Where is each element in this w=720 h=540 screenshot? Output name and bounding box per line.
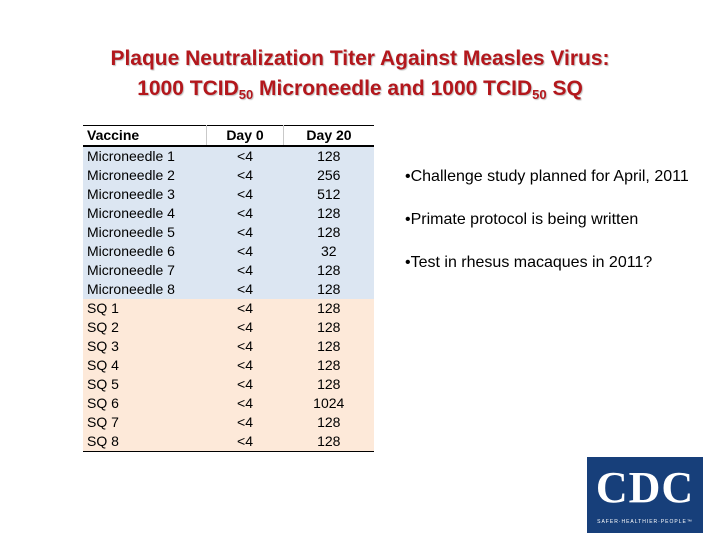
- table-row: Microneedle 7 <4 128: [83, 261, 374, 280]
- cell-day-20: 128: [283, 299, 374, 318]
- cell-day-20: 128: [283, 146, 374, 166]
- cell-day-0: <4: [206, 146, 284, 166]
- cdc-logo-tagline: SAFER·HEALTHIER·PEOPLE™: [597, 519, 693, 525]
- table-row: SQ 3 <4 128: [83, 337, 374, 356]
- cell-vaccine: Microneedle 7: [83, 261, 207, 280]
- cell-day-20: 128: [283, 375, 374, 394]
- cell-day-0: <4: [206, 261, 284, 280]
- cell-day-20: 32: [283, 242, 374, 261]
- table-row: SQ 7 <4 128: [83, 413, 374, 432]
- bullet-item: •Primate protocol is being written: [405, 211, 639, 228]
- slide-title: Plaque Neutralization Titer Against Meas…: [0, 44, 720, 104]
- cell-day-0: <4: [206, 299, 284, 318]
- title-subscript-1: 50: [238, 87, 254, 102]
- cell-day-20: 128: [283, 318, 374, 337]
- cell-vaccine: Microneedle 1: [83, 146, 207, 166]
- cell-day-20: 128: [283, 223, 374, 242]
- table-row: SQ 8 <4 128: [83, 432, 374, 452]
- bullet-list: •Challenge study planned for April, 2011…: [405, 166, 705, 295]
- cell-day-20: 128: [283, 432, 374, 452]
- cell-day-20: 128: [283, 413, 374, 432]
- table-header-row: Vaccine Day 0 Day 20: [83, 125, 374, 146]
- table-row: Microneedle 1 <4 128: [83, 146, 374, 166]
- cell-day-0: <4: [206, 204, 284, 223]
- bullet-item: •Test in rhesus macaques in 2011?: [405, 254, 653, 271]
- title-line-2: 1000 TCID50 Microneedle and 1000 TCID50 …: [0, 74, 720, 104]
- cell-day-0: <4: [206, 185, 284, 204]
- cell-day-0: <4: [206, 318, 284, 337]
- cell-day-0: <4: [206, 413, 284, 432]
- cell-day-20: 128: [283, 337, 374, 356]
- title-line-1: Plaque Neutralization Titer Against Meas…: [110, 47, 610, 70]
- header-vaccine: Vaccine: [83, 125, 207, 146]
- cell-day-0: <4: [206, 280, 284, 299]
- cell-day-20: 128: [283, 280, 374, 299]
- cell-vaccine: SQ 2: [83, 318, 207, 337]
- cell-vaccine: SQ 1: [83, 299, 207, 318]
- cdc-logo-text: CDC: [595, 463, 695, 512]
- title-subscript-2: 50: [532, 87, 547, 102]
- title-text-3: SQ: [546, 77, 583, 100]
- table-row: Microneedle 8 <4 128: [83, 280, 374, 299]
- cell-day-0: <4: [206, 375, 284, 394]
- cell-day-0: <4: [206, 337, 284, 356]
- cell-vaccine: Microneedle 6: [83, 242, 207, 261]
- titer-table: Vaccine Day 0 Day 20 Microneedle 1 <4 128 M…: [83, 125, 374, 452]
- cell-vaccine: Microneedle 5: [83, 223, 207, 242]
- cell-day-20: 128: [283, 356, 374, 375]
- cell-vaccine: SQ 6: [83, 394, 207, 413]
- table-row: Microneedle 5 <4 128: [83, 223, 374, 242]
- cell-day-20: 1024: [283, 394, 374, 413]
- header-day-0: Day 0: [206, 125, 284, 146]
- title-text-2: Microneedle and 1000 TCID: [253, 77, 533, 100]
- cell-vaccine: Microneedle 3: [83, 185, 207, 204]
- table-row: SQ 2 <4 128: [83, 318, 374, 337]
- table-row: SQ 5 <4 128: [83, 375, 374, 394]
- cell-vaccine: SQ 4: [83, 356, 207, 375]
- table-row: Microneedle 4 <4 128: [83, 204, 374, 223]
- table-row: Microneedle 2 <4 256: [83, 166, 374, 185]
- table-row: SQ 4 <4 128: [83, 356, 374, 375]
- cell-day-0: <4: [206, 242, 284, 261]
- table-row: Microneedle 6 <4 32: [83, 242, 374, 261]
- cell-day-20: 128: [283, 204, 374, 223]
- cell-day-0: <4: [206, 223, 284, 242]
- title-text-1: 1000 TCID: [137, 77, 239, 100]
- cell-day-0: <4: [206, 394, 284, 413]
- cell-day-20: 256: [283, 166, 374, 185]
- cell-vaccine: Microneedle 4: [83, 204, 207, 223]
- cell-vaccine: SQ 8: [83, 432, 207, 452]
- table-row: SQ 6 <4 1024: [83, 394, 374, 413]
- table-row: SQ 1 <4 128: [83, 299, 374, 318]
- cell-vaccine: Microneedle 8: [83, 280, 207, 299]
- cell-vaccine: Microneedle 2: [83, 166, 207, 185]
- cdc-logo: CDC SAFER·HEALTHIER·PEOPLE™: [587, 457, 703, 533]
- cell-day-0: <4: [206, 356, 284, 375]
- cell-day-20: 128: [283, 261, 374, 280]
- cell-day-0: <4: [206, 432, 284, 452]
- header-day-20: Day 20: [283, 125, 374, 146]
- table-body: Microneedle 1 <4 128 Microneedle 2 <4 256 Micr…: [83, 146, 374, 452]
- table-row: Microneedle 3 <4 512: [83, 185, 374, 204]
- cell-vaccine: SQ 7: [83, 413, 207, 432]
- bullet-item: •Challenge study planned for April, 2011: [405, 168, 689, 185]
- cell-day-20: 512: [283, 185, 374, 204]
- cell-vaccine: SQ 5: [83, 375, 207, 394]
- cell-day-0: <4: [206, 166, 284, 185]
- cell-vaccine: SQ 3: [83, 337, 207, 356]
